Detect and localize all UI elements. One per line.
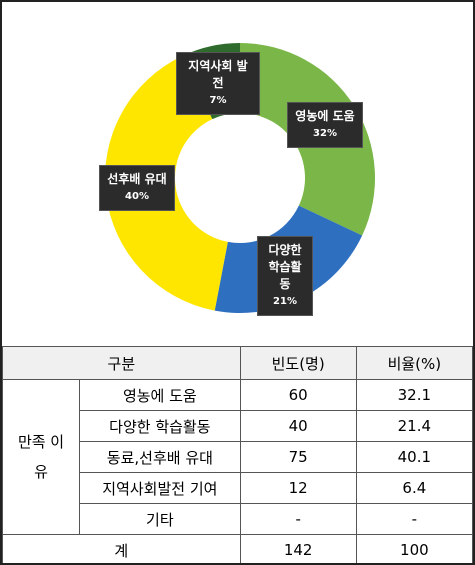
table-cell: - [355,503,473,535]
table-cell: 40.1 [355,441,473,473]
table-cell: 동료,선후배 유대 [79,441,241,473]
table-row: 만족 이유 영농에 도움 60 32.1 [2,379,473,535]
table-cell: 6.4 [355,472,473,504]
table-cell: - [239,503,357,535]
header-row: 구분 빈도(명) 비율(%) [2,346,473,380]
label-name: 선후배 유대 [107,172,167,186]
label-name: 지역사회 발전 [188,59,248,90]
label-value: 21% [273,296,297,307]
label-name: 다양한 학습활동 [268,243,302,291]
table-cell: 기타 [79,503,241,535]
table-cell: 12 [239,472,357,504]
table-cell: 지역사회발전 기여 [79,472,241,504]
table-cell: 21.4 [355,410,473,442]
total-cell: 100 [355,534,473,563]
table-cell: 40 [239,410,357,442]
data-label: 지역사회 발전 7% [176,52,260,115]
table-row: 동료,선후배 유대 75 40.1 [3,441,473,473]
label-name: 영농에 도움 [295,109,355,123]
total-cell: 계 [2,534,241,563]
label-value: 32% [313,128,337,139]
table: 구분 빈도(명) 비율(%) 만족 이유 영농에 도움 60 32.1 다양한 학습활동 40 2… [2,346,473,563]
table-cell: 60 [239,379,357,411]
data-label: 선후배 유대 40% [99,165,175,211]
group-cell: 만족 이유 [2,379,81,535]
table-row: 지역사회발전 기여 12 6.4 [3,472,473,504]
data-label: 다양한 학습활동 21% [257,236,313,316]
header-cell: 빈도(명) [239,346,357,380]
table-row: 다양한 학습활동 40 21.4 [3,410,473,442]
table-cell: 75 [239,441,357,473]
header-cell: 비율(%) [355,346,473,380]
label-value: 7% [209,95,227,106]
header-cell: 구분 [2,346,241,380]
data-label: 영농에 도움 32% [287,102,363,148]
table-cell: 32.1 [355,379,473,411]
total-row: 계 142 100 [2,534,473,563]
label-value: 40% [125,191,149,202]
table-cell: 다양한 학습활동 [79,410,241,442]
total-cell: 142 [239,534,357,563]
table-cell: 영농에 도움 [79,379,241,411]
